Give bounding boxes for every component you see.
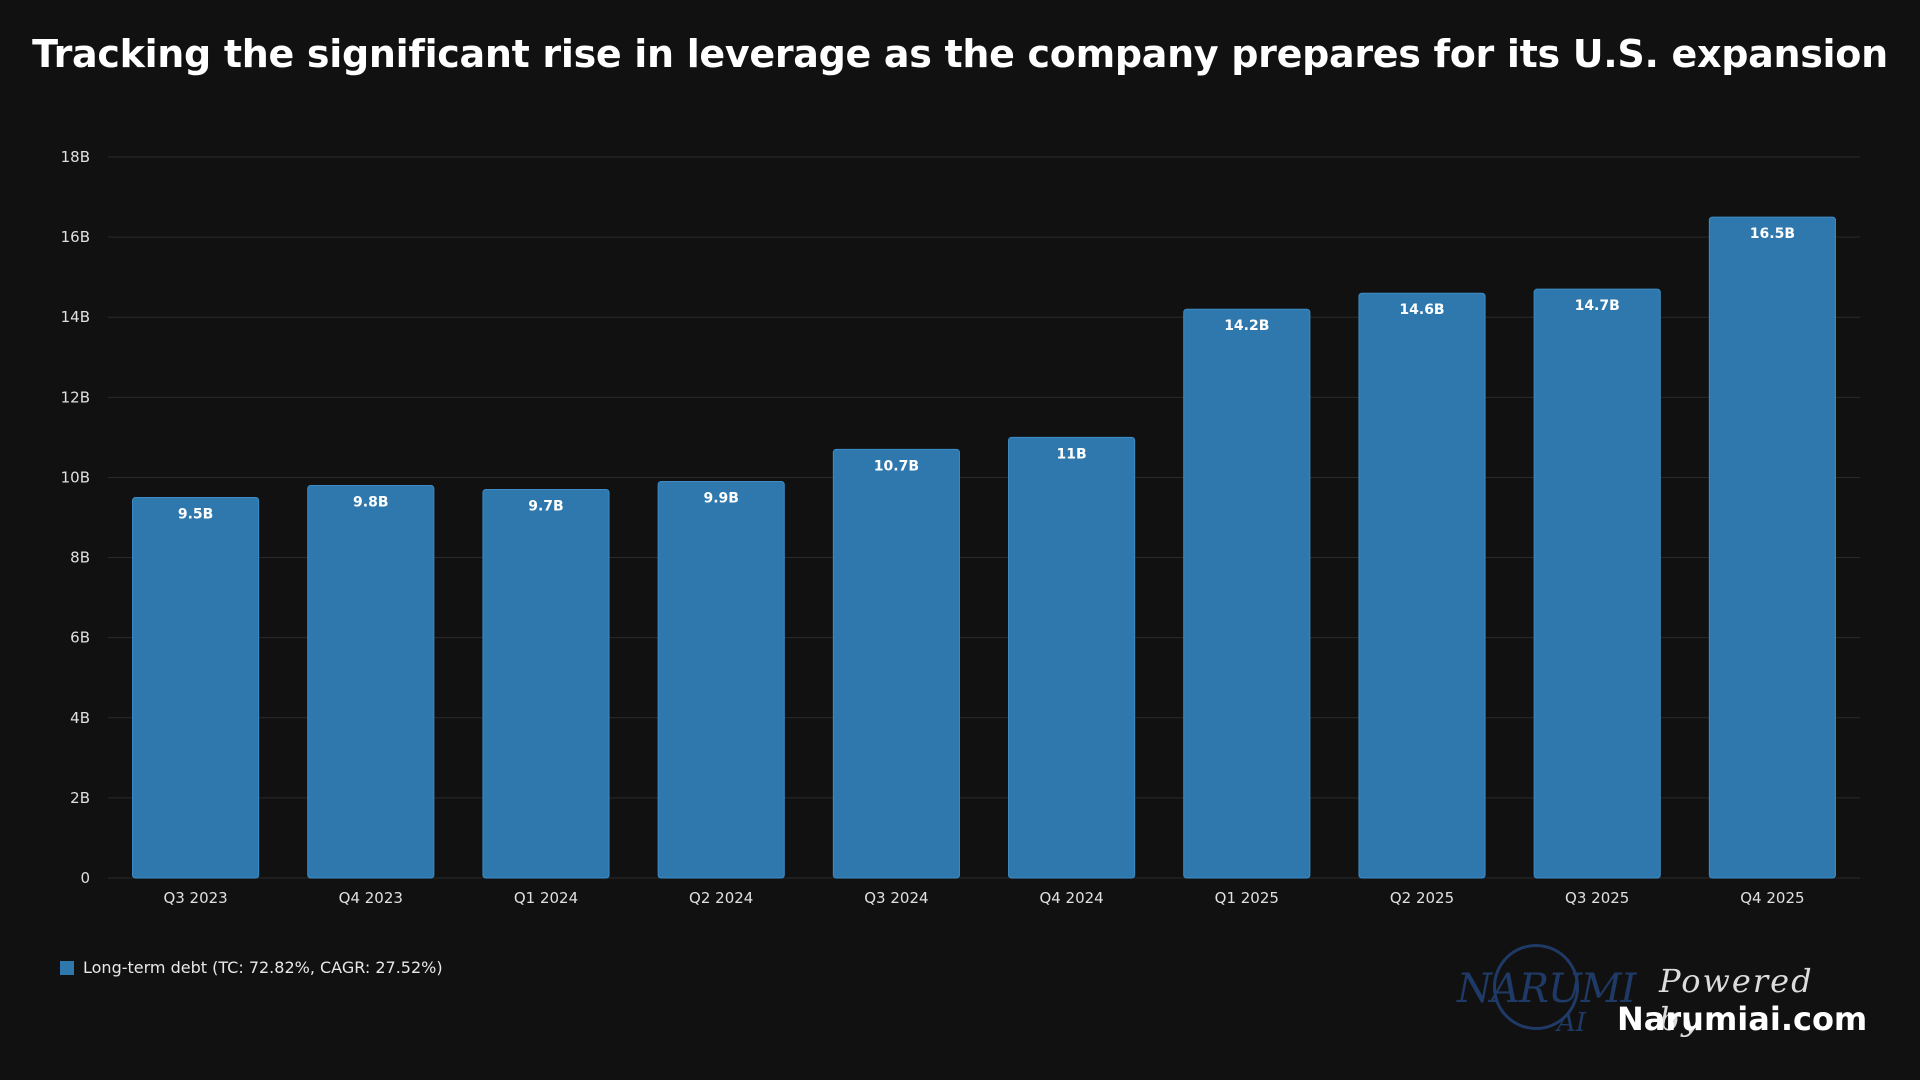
data-label: 14.2B xyxy=(1224,318,1269,334)
bar[interactable] xyxy=(307,484,435,879)
x-tick-label: Q2 2025 xyxy=(1390,889,1454,907)
data-label: 16.5B xyxy=(1750,226,1795,242)
data-label: 10.7B xyxy=(874,458,919,474)
bar[interactable] xyxy=(1533,288,1661,879)
y-tick-label: 16B xyxy=(61,228,90,246)
x-tick-label: Q4 2025 xyxy=(1740,889,1804,907)
bars xyxy=(132,216,1836,879)
data-label: 9.7B xyxy=(528,498,563,514)
x-tick-label: Q3 2023 xyxy=(163,889,227,907)
data-labels: 9.5B 9.8B 9.7B 9.9B 10.7B 11B 14.2B 14.6B 14.7B 1… xyxy=(178,226,1795,522)
x-tick-label: Q3 2025 xyxy=(1565,889,1629,907)
data-label: 9.9B xyxy=(703,490,738,506)
data-label: 14.6B xyxy=(1399,302,1444,318)
chart-title: Tracking the significant rise in leverag… xyxy=(32,32,1888,76)
bar[interactable] xyxy=(1708,216,1836,879)
y-tick-label: 14B xyxy=(61,308,90,326)
logo-text: NARUMI xyxy=(1457,966,1636,1012)
site-link[interactable]: Narumiai.com xyxy=(1617,1000,1868,1038)
bar[interactable] xyxy=(132,496,260,879)
y-tick-label: 0 xyxy=(80,869,90,887)
branding: NARUMI AI Powered by Narumiai.com xyxy=(1455,940,1867,1040)
data-label: 11B xyxy=(1057,446,1087,462)
bar[interactable] xyxy=(832,448,960,879)
data-label: 9.8B xyxy=(353,494,388,510)
y-tick-label: 18B xyxy=(61,148,90,166)
bar[interactable] xyxy=(1008,436,1136,879)
x-tick-label: Q4 2024 xyxy=(1039,889,1103,907)
bar[interactable] xyxy=(1183,308,1311,879)
logo-sub: AI xyxy=(1557,1008,1587,1038)
bar[interactable] xyxy=(482,488,610,879)
logo-ring xyxy=(1493,944,1579,1030)
y-tick-label: 8B xyxy=(70,549,90,567)
bar[interactable] xyxy=(657,480,785,879)
y-tick-label: 6B xyxy=(70,629,90,647)
x-tick-label: Q4 2023 xyxy=(339,889,403,907)
y-tick-label: 12B xyxy=(61,388,90,406)
y-tick-label: 10B xyxy=(61,468,90,486)
x-tick-label: Q1 2024 xyxy=(514,889,578,907)
x-tick-label: Q3 2024 xyxy=(864,889,928,907)
legend-swatch xyxy=(60,960,74,975)
legend[interactable]: Long-term debt (TC: 72.82%, CAGR: 27.52%… xyxy=(60,958,443,977)
data-label: 9.5B xyxy=(178,506,213,522)
x-axis-ticks: Q3 2023 Q4 2023 Q1 2024 Q2 2024 Q3 2024 Q4 20… xyxy=(163,889,1804,907)
legend-label: Long-term debt (TC: 72.82%, CAGR: 27.52%… xyxy=(83,958,443,977)
y-axis-ticks: 0 2B 4B 6B 8B 10B 12B 14B 16B 18B xyxy=(61,148,90,887)
x-tick-label: Q1 2025 xyxy=(1215,889,1279,907)
y-tick-label: 4B xyxy=(70,709,90,727)
narumi-logo: NARUMI AI xyxy=(1455,940,1636,1040)
bar[interactable] xyxy=(1358,292,1486,879)
data-label: 14.7B xyxy=(1575,298,1620,314)
powered-by-text: Powered by xyxy=(1659,962,1814,1038)
bar-chart: 0 2B 4B 6B 8B 10B 12B 14B 16B 18B 9.5B 9.8B 9.7B 9.9… xyxy=(61,148,1860,907)
y-tick-label: 2B xyxy=(70,789,90,807)
x-tick-label: Q2 2024 xyxy=(689,889,753,907)
